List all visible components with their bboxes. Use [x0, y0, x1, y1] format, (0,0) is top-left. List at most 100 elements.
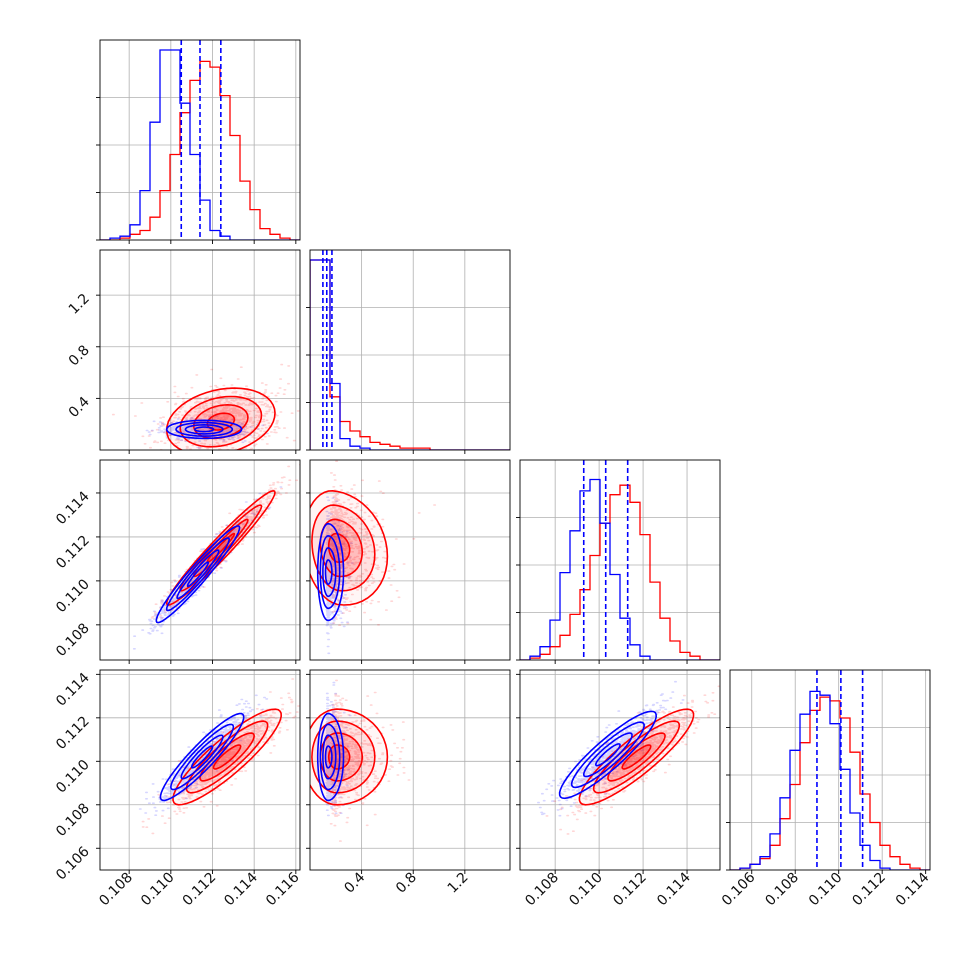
x-tick-label: 0.112 — [180, 870, 220, 910]
histogram-blue — [310, 259, 510, 450]
x-tick-label: 0.114 — [893, 869, 933, 909]
red-contour — [165, 387, 276, 450]
x-tick-label: 0.108 — [522, 870, 562, 910]
red-density — [622, 745, 651, 769]
y-tick-label: 1.2 — [66, 291, 93, 318]
histogram-red — [100, 60, 300, 240]
blue-contour — [190, 745, 214, 769]
red-contour — [310, 708, 389, 806]
blue-contour — [316, 712, 345, 802]
panel-background — [310, 250, 510, 450]
blue-contour — [558, 710, 658, 800]
red-density — [320, 733, 363, 781]
scatter-panel-3-1 — [306, 669, 511, 874]
x-tick-label: 0.110 — [138, 870, 178, 910]
red-contour — [172, 708, 283, 806]
red-density — [180, 505, 262, 591]
y-tick-label: 0.8 — [66, 342, 93, 369]
panel-frame — [309, 669, 511, 871]
blue-contour — [165, 537, 231, 612]
scatter-panel-1-0 — [96, 249, 301, 454]
blue-contour — [583, 732, 633, 778]
histogram-blue — [520, 478, 720, 660]
blue-contour — [180, 734, 224, 780]
y-tick-label: 0.114 — [53, 488, 93, 528]
red-contour — [327, 532, 351, 564]
hist-panel-2 — [516, 459, 721, 664]
panel-background — [100, 670, 300, 870]
red-contour — [311, 720, 376, 794]
red-density — [207, 533, 235, 563]
blue-contour — [319, 723, 341, 791]
blue-contour — [184, 423, 224, 435]
hist-panel-3 — [726, 669, 931, 874]
blue-contour — [193, 426, 215, 433]
red-contour — [607, 732, 666, 782]
blue-contour — [319, 534, 341, 610]
y-tick-label: 0.106 — [53, 844, 93, 884]
panel-frame — [519, 669, 721, 871]
x-tick-label: 0.108 — [96, 870, 136, 910]
x-tick-label: 0.116 — [263, 869, 303, 909]
blue-contour — [322, 734, 337, 780]
x-tick-label: 0.114 — [221, 869, 261, 909]
x-tick-label: 0.106 — [719, 869, 759, 909]
red-contour — [199, 732, 255, 782]
panel-frame — [309, 459, 511, 661]
panel-frame — [309, 249, 511, 451]
red-contour — [319, 518, 364, 578]
blue-contour — [170, 723, 235, 791]
red-contour — [179, 395, 263, 448]
panel-frame — [519, 459, 721, 661]
red-contour — [165, 489, 276, 606]
x-tick-label: 0.114 — [654, 869, 694, 909]
x-tick-label: 0.8 — [393, 870, 420, 897]
scatter-panel-3-0 — [96, 669, 301, 874]
y-tick-label: 0.112 — [53, 532, 93, 572]
hist-panel-0 — [96, 39, 301, 244]
red-density — [186, 721, 268, 793]
blue-contour — [322, 547, 337, 598]
red-density — [311, 505, 375, 591]
x-tick-label: 0.110 — [566, 870, 606, 910]
red-density — [608, 733, 665, 781]
blue-contour — [159, 712, 245, 802]
blue-contour — [155, 525, 241, 624]
blue-contour — [324, 559, 333, 586]
y-tick-label: 0.110 — [53, 576, 93, 616]
panel-frame — [99, 669, 301, 871]
red-contour — [212, 744, 242, 770]
blue-contour — [570, 721, 645, 789]
samples-red-points — [329, 460, 437, 626]
panel-frame — [99, 459, 301, 661]
x-tick-label: 0.110 — [806, 870, 846, 910]
red-density — [213, 745, 241, 769]
histogram-blue — [100, 49, 300, 240]
y-tick-label: 0.4 — [66, 394, 93, 421]
red-density — [593, 721, 680, 793]
panel-background — [100, 250, 300, 450]
x-tick-label: 0.108 — [762, 870, 802, 910]
panel-frame — [99, 39, 301, 241]
scatter-panel-2-0 — [96, 459, 301, 664]
red-density — [200, 733, 255, 781]
y-tick-label: 0.108 — [53, 620, 93, 660]
red-contour — [206, 412, 236, 431]
blue-contour — [175, 421, 234, 437]
hist-panel-1 — [306, 249, 511, 454]
red-contour — [185, 720, 269, 794]
panel-frame — [729, 669, 931, 871]
blue-contour — [594, 743, 621, 767]
histogram-red — [520, 484, 720, 660]
red-contour — [311, 504, 376, 592]
blue-contour — [165, 419, 243, 440]
y-tick-label: 0.108 — [53, 800, 93, 840]
red-contour — [310, 489, 389, 606]
y-tick-label: 0.114 — [53, 670, 93, 710]
y-tick-label: 0.112 — [53, 713, 93, 753]
blue-contour — [176, 549, 220, 600]
x-tick-label: 1.2 — [445, 870, 472, 897]
red-contour — [621, 744, 652, 770]
x-tick-label: 0.112 — [610, 870, 650, 910]
